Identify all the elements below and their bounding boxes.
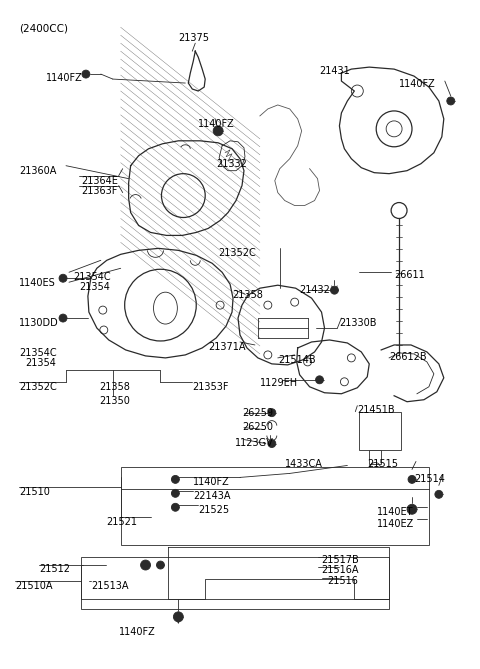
Circle shape: [407, 504, 417, 514]
Text: 1130DD: 1130DD: [19, 318, 59, 328]
Text: 21354: 21354: [25, 358, 56, 368]
Text: 26259: 26259: [242, 407, 273, 417]
Text: 1140FZ: 1140FZ: [198, 119, 235, 129]
Text: 21514: 21514: [414, 474, 445, 484]
Text: 26250: 26250: [242, 421, 273, 432]
Text: 21353F: 21353F: [192, 382, 229, 392]
Circle shape: [171, 489, 180, 497]
Text: 22143A: 22143A: [193, 491, 231, 501]
Circle shape: [268, 440, 276, 448]
Text: 26612B: 26612B: [389, 352, 427, 362]
Text: 21517B: 21517B: [322, 555, 359, 565]
Text: 21431: 21431: [320, 66, 350, 76]
Circle shape: [315, 376, 324, 384]
Text: 21354C: 21354C: [73, 272, 110, 282]
Bar: [81, 557, 389, 609]
Text: 1140ET: 1140ET: [377, 507, 414, 517]
Text: 21354: 21354: [79, 282, 110, 292]
Text: 21513A: 21513A: [91, 581, 128, 591]
Circle shape: [173, 612, 183, 622]
Circle shape: [171, 503, 180, 511]
Text: 21525: 21525: [198, 505, 229, 515]
Text: 21358: 21358: [232, 290, 263, 300]
Text: 21352C: 21352C: [218, 248, 256, 258]
Text: 21510: 21510: [19, 487, 50, 497]
Text: 21332: 21332: [216, 159, 247, 169]
Circle shape: [408, 476, 416, 484]
Text: 21516A: 21516A: [322, 565, 359, 575]
Circle shape: [59, 274, 67, 282]
Text: 21516: 21516: [327, 576, 359, 586]
Bar: [360, 411, 401, 450]
Circle shape: [268, 409, 276, 417]
Circle shape: [435, 490, 443, 498]
Text: 1140EZ: 1140EZ: [377, 519, 414, 529]
Text: 21451B: 21451B: [357, 405, 395, 415]
Circle shape: [141, 560, 151, 570]
Text: 21354C: 21354C: [19, 348, 57, 358]
Text: 21363F: 21363F: [81, 185, 117, 195]
Text: (2400CC): (2400CC): [19, 23, 68, 33]
Text: 21375: 21375: [179, 33, 209, 43]
Text: 26611: 26611: [394, 270, 425, 280]
Text: 21510A: 21510A: [15, 581, 53, 591]
Text: 21350: 21350: [99, 396, 130, 405]
Text: 21512: 21512: [39, 564, 70, 574]
Circle shape: [171, 476, 180, 484]
Text: 21360A: 21360A: [19, 166, 57, 176]
Text: 21515: 21515: [367, 460, 398, 470]
Text: 21358: 21358: [99, 382, 130, 392]
Bar: [369, 450, 381, 464]
Text: 21521: 21521: [106, 517, 137, 527]
Text: 1140FZ: 1140FZ: [399, 79, 436, 89]
Text: 21432: 21432: [300, 285, 331, 295]
Text: 1129EH: 1129EH: [260, 378, 298, 388]
Text: 21514B: 21514B: [278, 355, 315, 365]
Text: 21364E: 21364E: [81, 176, 118, 186]
Text: 1123GV: 1123GV: [235, 438, 274, 448]
Text: 21330B: 21330B: [339, 318, 377, 328]
Text: 1433CA: 1433CA: [285, 460, 323, 470]
Circle shape: [330, 286, 338, 294]
Text: 1140FZ: 1140FZ: [193, 478, 230, 488]
Text: 21352C: 21352C: [19, 382, 57, 392]
Circle shape: [213, 126, 223, 136]
Text: 21371A: 21371A: [208, 342, 246, 352]
Text: 1140FZ: 1140FZ: [119, 627, 156, 637]
Circle shape: [59, 314, 67, 322]
Text: 1140FZ: 1140FZ: [46, 73, 83, 83]
Text: 1140ES: 1140ES: [19, 278, 56, 288]
Circle shape: [447, 97, 455, 105]
Bar: [120, 468, 429, 545]
Circle shape: [156, 561, 165, 569]
Circle shape: [82, 70, 90, 78]
